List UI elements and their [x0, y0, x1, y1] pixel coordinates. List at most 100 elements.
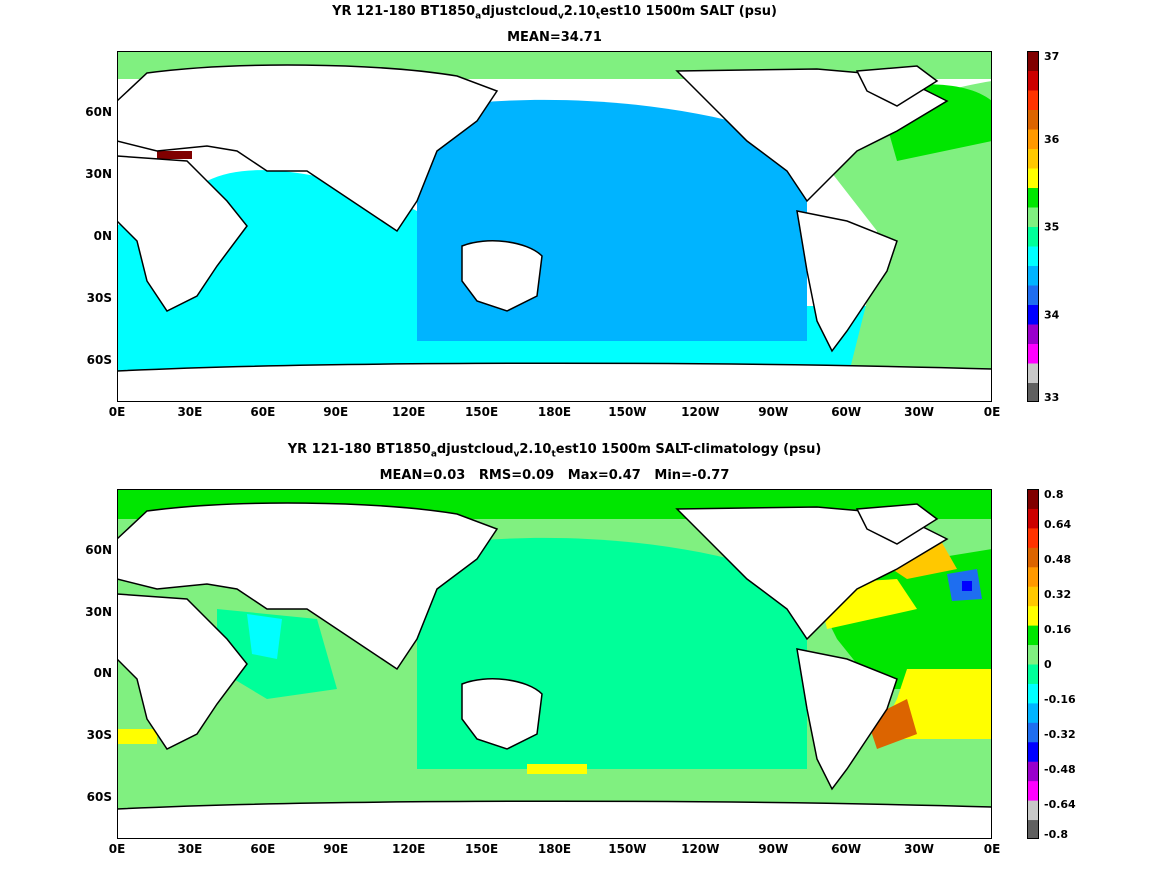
y-tick-label: 60S: [86, 352, 112, 367]
x-tick-label: 60W: [831, 842, 862, 856]
top-title-mid2: 2.10: [563, 4, 596, 19]
x-tick-label: 90W: [758, 405, 789, 419]
y-tick-label: 60N: [85, 104, 112, 119]
x-tick-label: 90E: [323, 405, 349, 419]
top-panel-title: YR 121-180 BT1850adjustcloudv2.10test10 …: [117, 4, 992, 22]
colorbar-tick-label: 0: [1044, 658, 1052, 671]
colorbar-swatch: [1027, 489, 1039, 509]
colorbar-swatch: [1027, 226, 1039, 247]
x-tick-label: 120W: [681, 405, 720, 419]
x-tick-label: 30W: [904, 842, 935, 856]
colorbar-swatch: [1027, 780, 1039, 801]
colorbar-swatch: [1027, 343, 1039, 364]
colorbar-swatch: [1027, 90, 1039, 110]
x-tick-label: 30W: [904, 405, 935, 419]
colorbar-swatch: [1027, 168, 1039, 188]
x-tick-label: 150W: [608, 405, 647, 419]
top-panel-stats: MEAN=34.71: [507, 30, 602, 45]
top-title-sub-a: a: [475, 11, 482, 22]
colorbar-tick-label: 0.8: [1044, 489, 1064, 501]
x-tick-label: 120E: [392, 842, 426, 856]
colorbar-swatch: [1027, 761, 1039, 782]
colorbar-swatch: [1027, 605, 1039, 626]
colorbar-swatch: [1027, 285, 1039, 305]
colorbar-tick-label: -0.64: [1044, 798, 1076, 811]
x-tick-label: 0E: [108, 842, 126, 856]
y-tick-label: 30S: [86, 728, 112, 743]
colorbar-frame: [1027, 489, 1039, 839]
colorbar-swatch: [1027, 683, 1039, 704]
colorbar-tick-label: 37: [1044, 51, 1059, 63]
colorbar-swatch: [1027, 508, 1039, 529]
top-title-sub-t: t: [595, 11, 601, 22]
x-tick-label: 90E: [323, 842, 349, 856]
colorbar-swatch: [1027, 51, 1039, 71]
colorbar-tick-label: -0.48: [1044, 763, 1076, 776]
colorbar-swatch: [1027, 547, 1039, 568]
x-tick-label: 150W: [608, 842, 647, 856]
x-tick-label: 180E: [537, 842, 572, 856]
colorbar-tick-label: -0.16: [1044, 693, 1076, 706]
top-title-post: est10 1500m SALT (psu): [600, 4, 777, 19]
colorbar-swatch: [1027, 109, 1039, 130]
colorbar-tick-label: 0.16: [1044, 623, 1071, 636]
colorbar-swatch: [1027, 363, 1039, 383]
colorbar-swatch: [1027, 625, 1039, 646]
y-tick-label: 60S: [86, 789, 112, 804]
colorbar-tick-label: 0.64: [1044, 518, 1071, 531]
top-title-pre: YR 121-180 BT1850: [332, 4, 476, 19]
colorbar-swatch: [1027, 722, 1039, 743]
colorbar-swatch: [1027, 566, 1039, 587]
colorbar-swatch: [1027, 187, 1039, 208]
colorbar-swatch: [1027, 70, 1039, 91]
y-tick-label: 30N: [85, 166, 112, 181]
colorbar-swatch: [1027, 265, 1039, 286]
bottom-title-sub-v: v: [513, 449, 520, 460]
colorbar-tick-label: 33: [1044, 391, 1059, 402]
x-tick-label: 60W: [831, 405, 862, 419]
colorbar-swatch: [1027, 819, 1039, 839]
colorbar-tick-label: 0.48: [1044, 553, 1071, 566]
bottom-map: [117, 489, 992, 839]
colorbar-frame: [1027, 51, 1039, 402]
bottom-land: [117, 502, 992, 839]
y-tick-label: 30N: [85, 604, 112, 619]
bottom-title-sub-t: t: [551, 449, 556, 460]
top-title-mid1: djustcloud: [481, 4, 558, 19]
bottom-panel-title: YR 121-180 BT1850adjustcloudv2.10test10 …: [117, 442, 992, 460]
colorbar-swatch: [1027, 129, 1039, 149]
colorbar-swatch: [1027, 324, 1039, 344]
top-title-sub-v: v: [557, 11, 564, 22]
y-tick-label: 60N: [85, 542, 112, 557]
x-tick-label: 0E: [983, 842, 1001, 856]
top-map-frame: [117, 51, 992, 402]
bottom-title-mid2: 2.10: [519, 442, 552, 457]
colorbar-tick-label: -0.8: [1044, 828, 1068, 839]
top-colorbar: 33 34 35 36 37: [1027, 51, 1060, 402]
top-map: [117, 51, 992, 402]
colorbar-swatch: [1027, 586, 1039, 607]
colorbar-tick-label: -0.32: [1044, 728, 1076, 741]
colorbar-swatch: [1027, 741, 1039, 762]
bottom-title-mid1: djustcloud: [436, 442, 514, 457]
colorbar-swatch: [1027, 664, 1039, 684]
colorbar-swatch: [1027, 246, 1039, 266]
colorbar-swatch: [1027, 304, 1039, 325]
y-tick-label: 0N: [93, 228, 112, 243]
x-tick-label: 60E: [250, 842, 276, 856]
bottom-title-sub-a: a: [430, 449, 437, 460]
x-tick-label: 120E: [392, 405, 426, 419]
bottom-colorbar: 0.8 0.64 0.48 0.32 0.16 0 -0.16 -0.32 -0.48 -0.64…: [1027, 489, 1076, 839]
colorbar-tick-label: 35: [1044, 221, 1059, 234]
bottom-map-frame: [117, 489, 992, 839]
x-tick-label: 30E: [177, 842, 203, 856]
colorbar-swatch: [1027, 644, 1039, 665]
x-tick-label: 120W: [681, 842, 720, 856]
colorbar-swatch: [1027, 800, 1039, 821]
bottom-title-post: est10 1500m SALT-climatology (psu): [555, 442, 822, 457]
x-tick-label: 90W: [758, 842, 789, 856]
x-tick-label: 180E: [537, 405, 572, 419]
colorbar-tick-label: 34: [1044, 308, 1060, 321]
y-tick-label: 0N: [93, 666, 112, 681]
x-tick-label: 150E: [464, 842, 499, 856]
